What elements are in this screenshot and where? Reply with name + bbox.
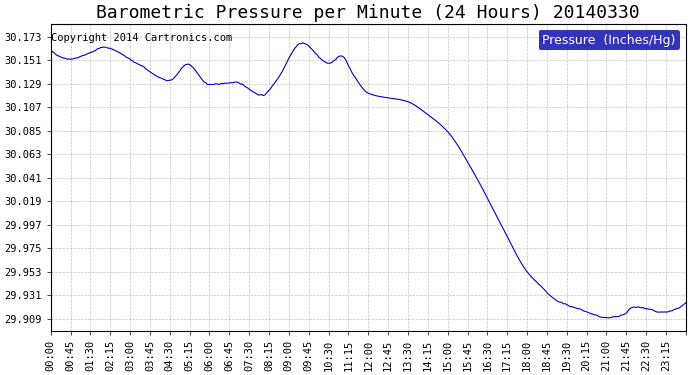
Text: Copyright 2014 Cartronics.com: Copyright 2014 Cartronics.com bbox=[51, 33, 233, 43]
Legend: Pressure  (Inches/Hg): Pressure (Inches/Hg) bbox=[539, 30, 680, 51]
Title: Barometric Pressure per Minute (24 Hours) 20140330: Barometric Pressure per Minute (24 Hours… bbox=[97, 4, 640, 22]
